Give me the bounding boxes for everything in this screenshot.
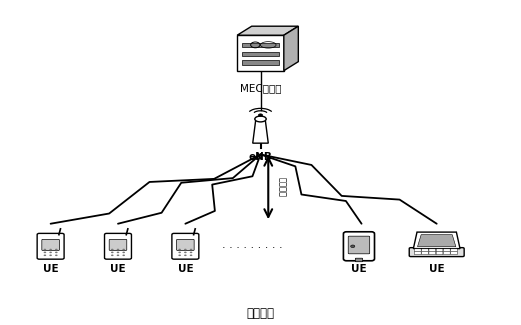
Circle shape xyxy=(117,249,119,250)
FancyBboxPatch shape xyxy=(429,249,436,252)
FancyBboxPatch shape xyxy=(436,249,443,252)
Circle shape xyxy=(111,252,114,253)
FancyBboxPatch shape xyxy=(414,252,421,255)
FancyBboxPatch shape xyxy=(355,258,363,262)
FancyBboxPatch shape xyxy=(443,249,450,252)
FancyBboxPatch shape xyxy=(409,248,464,257)
Circle shape xyxy=(184,252,187,253)
FancyBboxPatch shape xyxy=(451,249,457,252)
Text: 任务卸载: 任务卸载 xyxy=(278,177,287,198)
Text: UE: UE xyxy=(351,264,367,274)
Circle shape xyxy=(184,249,187,250)
Text: 本地计算: 本地计算 xyxy=(246,307,275,320)
FancyBboxPatch shape xyxy=(109,240,127,250)
Circle shape xyxy=(117,252,119,253)
Circle shape xyxy=(178,249,181,250)
FancyBboxPatch shape xyxy=(414,249,421,252)
FancyBboxPatch shape xyxy=(348,236,370,254)
FancyBboxPatch shape xyxy=(436,252,443,255)
Circle shape xyxy=(190,249,192,250)
Circle shape xyxy=(351,245,355,248)
Polygon shape xyxy=(413,232,460,249)
Polygon shape xyxy=(242,52,279,56)
Polygon shape xyxy=(237,35,284,71)
Circle shape xyxy=(111,254,114,256)
Circle shape xyxy=(184,254,187,256)
FancyBboxPatch shape xyxy=(421,249,428,252)
Circle shape xyxy=(49,254,52,256)
Circle shape xyxy=(190,254,192,256)
Polygon shape xyxy=(242,60,279,65)
Circle shape xyxy=(44,254,46,256)
Circle shape xyxy=(178,254,181,256)
Circle shape xyxy=(49,252,52,253)
Text: UE: UE xyxy=(43,264,58,274)
FancyBboxPatch shape xyxy=(343,232,375,261)
FancyBboxPatch shape xyxy=(177,240,194,250)
Polygon shape xyxy=(417,235,456,247)
Circle shape xyxy=(44,252,46,253)
FancyBboxPatch shape xyxy=(37,233,64,259)
Circle shape xyxy=(49,249,52,250)
Circle shape xyxy=(122,254,125,256)
FancyBboxPatch shape xyxy=(443,252,450,255)
Text: UE: UE xyxy=(178,264,193,274)
Circle shape xyxy=(178,252,181,253)
FancyBboxPatch shape xyxy=(429,252,436,255)
Circle shape xyxy=(44,249,46,250)
Text: eNB: eNB xyxy=(249,152,272,162)
Polygon shape xyxy=(253,119,268,143)
Circle shape xyxy=(117,254,119,256)
Circle shape xyxy=(258,114,263,116)
Circle shape xyxy=(111,249,114,250)
FancyBboxPatch shape xyxy=(451,252,457,255)
FancyBboxPatch shape xyxy=(105,233,131,259)
Text: UE: UE xyxy=(429,264,444,274)
Circle shape xyxy=(55,254,58,256)
Polygon shape xyxy=(237,26,299,35)
Polygon shape xyxy=(242,43,279,47)
Circle shape xyxy=(55,252,58,253)
Text: · · · · · · · · ·: · · · · · · · · · xyxy=(222,243,283,253)
Circle shape xyxy=(122,249,125,250)
Polygon shape xyxy=(284,26,299,71)
Text: UE: UE xyxy=(110,264,126,274)
FancyBboxPatch shape xyxy=(42,240,59,250)
FancyBboxPatch shape xyxy=(172,233,199,259)
Ellipse shape xyxy=(255,116,266,122)
Circle shape xyxy=(122,252,125,253)
Text: MEC服务器: MEC服务器 xyxy=(240,84,281,94)
Circle shape xyxy=(55,249,58,250)
Circle shape xyxy=(190,252,192,253)
FancyBboxPatch shape xyxy=(421,252,428,255)
